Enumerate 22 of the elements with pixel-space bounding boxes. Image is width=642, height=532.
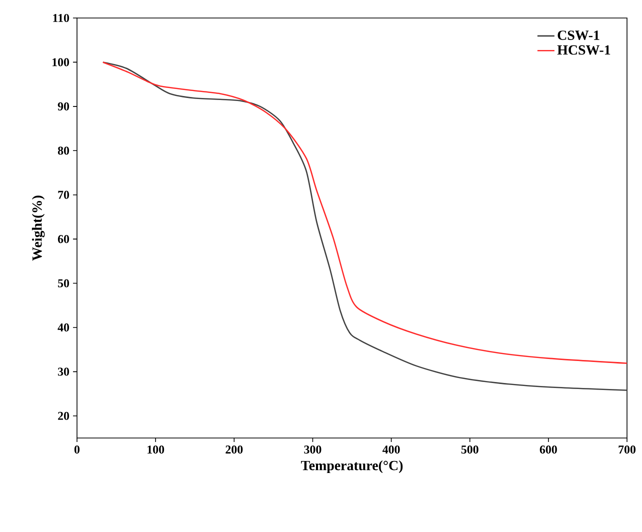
legend-label: CSW-1 bbox=[558, 30, 600, 40]
x-tick-label: 200 bbox=[226, 446, 243, 454]
x-tick-label: 500 bbox=[461, 446, 478, 454]
y-tick-label: 90 bbox=[58, 102, 70, 110]
y-tick-label: 50 bbox=[58, 279, 70, 288]
x-tick-label: 0 bbox=[74, 446, 80, 454]
x-tick-label: 700 bbox=[618, 446, 636, 454]
y-tick-label: 70 bbox=[58, 190, 70, 199]
y-tick-label: 20 bbox=[58, 412, 70, 420]
y-tick-label: 30 bbox=[58, 368, 70, 376]
y-tick-label: 110 bbox=[53, 14, 70, 22]
x-tick-label: 600 bbox=[540, 446, 557, 454]
x-tick-label: 400 bbox=[382, 446, 400, 454]
x-tick-label: 300 bbox=[304, 446, 322, 454]
y-tick-label: 40 bbox=[58, 323, 70, 332]
y-axis-title: Weight(%) bbox=[32, 196, 45, 261]
legend-label: HCSW-1 bbox=[557, 45, 610, 55]
y-tick-label: 60 bbox=[58, 235, 70, 244]
y-tick-label: 100 bbox=[52, 58, 70, 66]
y-tick-label: 80 bbox=[58, 146, 70, 155]
x-axis-title: Temperature(°C) bbox=[301, 460, 403, 474]
x-tick-label: 100 bbox=[148, 446, 164, 454]
